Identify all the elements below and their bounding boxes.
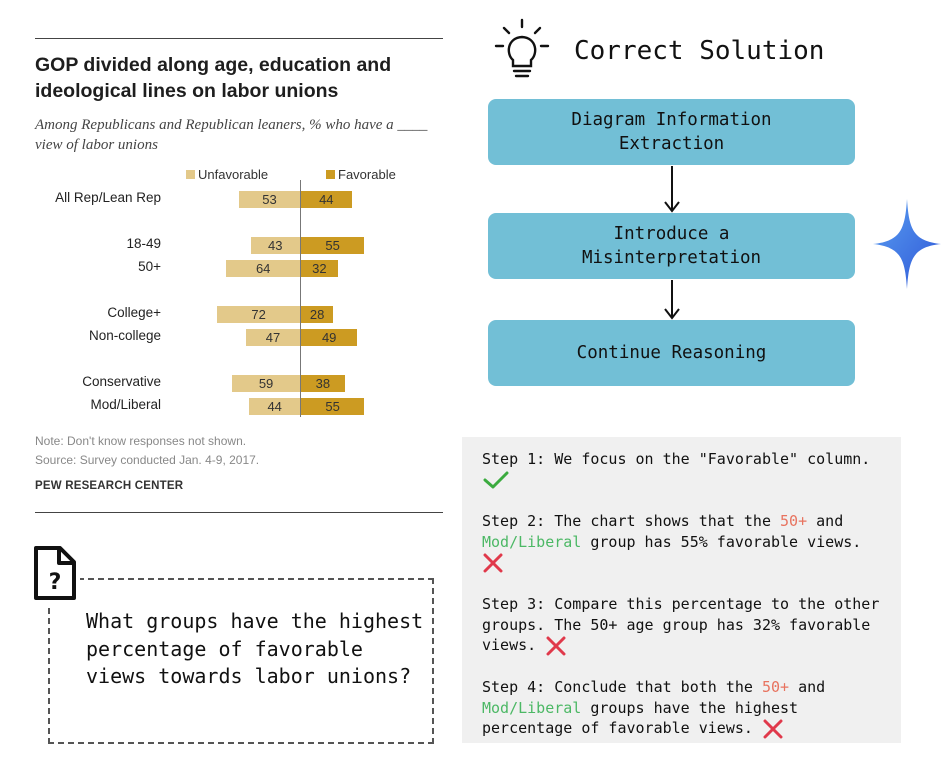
row-label-50: 50+ (138, 259, 161, 274)
chart-note: Note: Don't know responses not shown. (35, 434, 247, 448)
bar-favorable-18-49: 55 (301, 237, 365, 254)
step-4-highlight-50plus: 50+ (761, 678, 790, 696)
step-4: Step 4: Conclude that both the 50+ and M… (482, 677, 892, 739)
step-1: Step 1: We focus on the "Favorable" colu… (482, 449, 892, 490)
step-2-highlight-50plus: 50+ (780, 512, 808, 530)
flow-step-misinterpretation-label: Introduce a Misinterpretation (581, 224, 762, 268)
row-label-conservative: Conservative (82, 374, 161, 389)
legend-swatch-unfavorable (186, 170, 195, 179)
row-label-mod-liberal: Mod/Liberal (90, 397, 161, 412)
bar-favorable-non-college: 49 (301, 329, 358, 346)
row-label-18-49: 18-49 (126, 236, 161, 251)
step-2-text-e: group has 55% favorable views. (581, 532, 862, 551)
bar-unfavorable-18-49: 43 (250, 237, 300, 254)
pew-brand: PEW RESEARCH CENTER (35, 480, 184, 492)
check-icon (483, 471, 509, 489)
bar-unfavorable-college: 72 (217, 306, 300, 323)
solution-title: Correct Solution (574, 36, 825, 66)
step-2-text-a: Step 2: The chart shows that the (482, 512, 781, 530)
flow-step-extraction-label: Diagram Information Extraction (571, 110, 772, 154)
question-box (48, 578, 434, 744)
bar-favorable-mod-liberal: 55 (301, 398, 365, 415)
cross-icon (763, 719, 783, 738)
flow-step-misinterpretation: Introduce a Misinterpretation (488, 213, 855, 279)
step-3-text: Step 3: Compare this percentage to the o… (482, 595, 880, 654)
bar-unfavorable-non-college: 47 (245, 329, 300, 346)
chart-bottom-rule (35, 512, 443, 513)
legend-favorable: Favorable (326, 167, 396, 182)
step-4-text-c: and (789, 678, 826, 696)
bar-unfavorable-all-rep-lean-rep: 53 (239, 191, 300, 208)
bar-favorable-all-rep-lean-rep: 44 (301, 191, 352, 208)
reasoning-steps-panel (462, 437, 901, 743)
bar-unfavorable-conservative: 59 (232, 375, 300, 392)
chart-source: Source: Survey conducted Jan. 4-9, 2017. (35, 453, 260, 467)
flow-step-continue: Continue Reasoning (488, 320, 855, 386)
step-4-text-a: Step 4: Conclude that both the (482, 678, 762, 696)
row-label-non-college: Non-college (88, 328, 161, 343)
step-3: Step 3: Compare this percentage to the o… (482, 594, 892, 656)
flow-step-continue-label: Continue Reasoning (576, 343, 767, 363)
step-2-text-c: and (807, 512, 844, 530)
bar-favorable-50: 32 (301, 260, 338, 277)
sparkle-icon (873, 199, 941, 289)
row-label-college: College+ (107, 305, 161, 320)
chart-title: GOP divided along age, education and ide… (35, 54, 392, 102)
chart-subtitle: Among Republicans and Republican leaners… (35, 117, 428, 153)
legend-swatch-favorable (326, 170, 335, 179)
flow-arrow-down-1 (664, 166, 680, 213)
svg-text:?: ? (49, 570, 62, 595)
legend-unfavorable: Unfavorable (186, 167, 268, 182)
step-2: Step 2: The chart shows that the 50+ and… (482, 511, 892, 573)
bar-favorable-college: 28 (301, 306, 334, 323)
row-label-all-rep-lean-rep: All Rep/Lean Rep (55, 190, 161, 205)
question-text: What groups have the highest percentage … (86, 609, 424, 688)
flow-arrow-down-2 (664, 280, 680, 320)
step-4-text-e: groups have the highest percentage of fa… (482, 698, 799, 738)
cross-icon (546, 636, 566, 655)
bar-favorable-conservative: 38 (301, 375, 345, 392)
bar-unfavorable-mod-liberal: 44 (249, 398, 300, 415)
file-question-icon: ? (28, 544, 80, 604)
step-4-highlight-mod-liberal: Mod/Liberal (482, 698, 582, 717)
lightbulb-icon (494, 18, 550, 78)
step-2-highlight-mod-liberal: Mod/Liberal (482, 532, 582, 551)
step-1-text: Step 1: We focus on the "Favorable" colu… (482, 450, 871, 468)
chart-center-axis (300, 180, 301, 417)
cross-icon (483, 553, 503, 572)
bar-unfavorable-50: 64 (226, 260, 300, 277)
legend-label-unfavorable: Unfavorable (198, 167, 269, 182)
chart-top-rule (35, 38, 443, 39)
flow-step-extraction: Diagram Information Extraction (488, 99, 855, 165)
legend-label-favorable: Favorable (338, 167, 396, 182)
